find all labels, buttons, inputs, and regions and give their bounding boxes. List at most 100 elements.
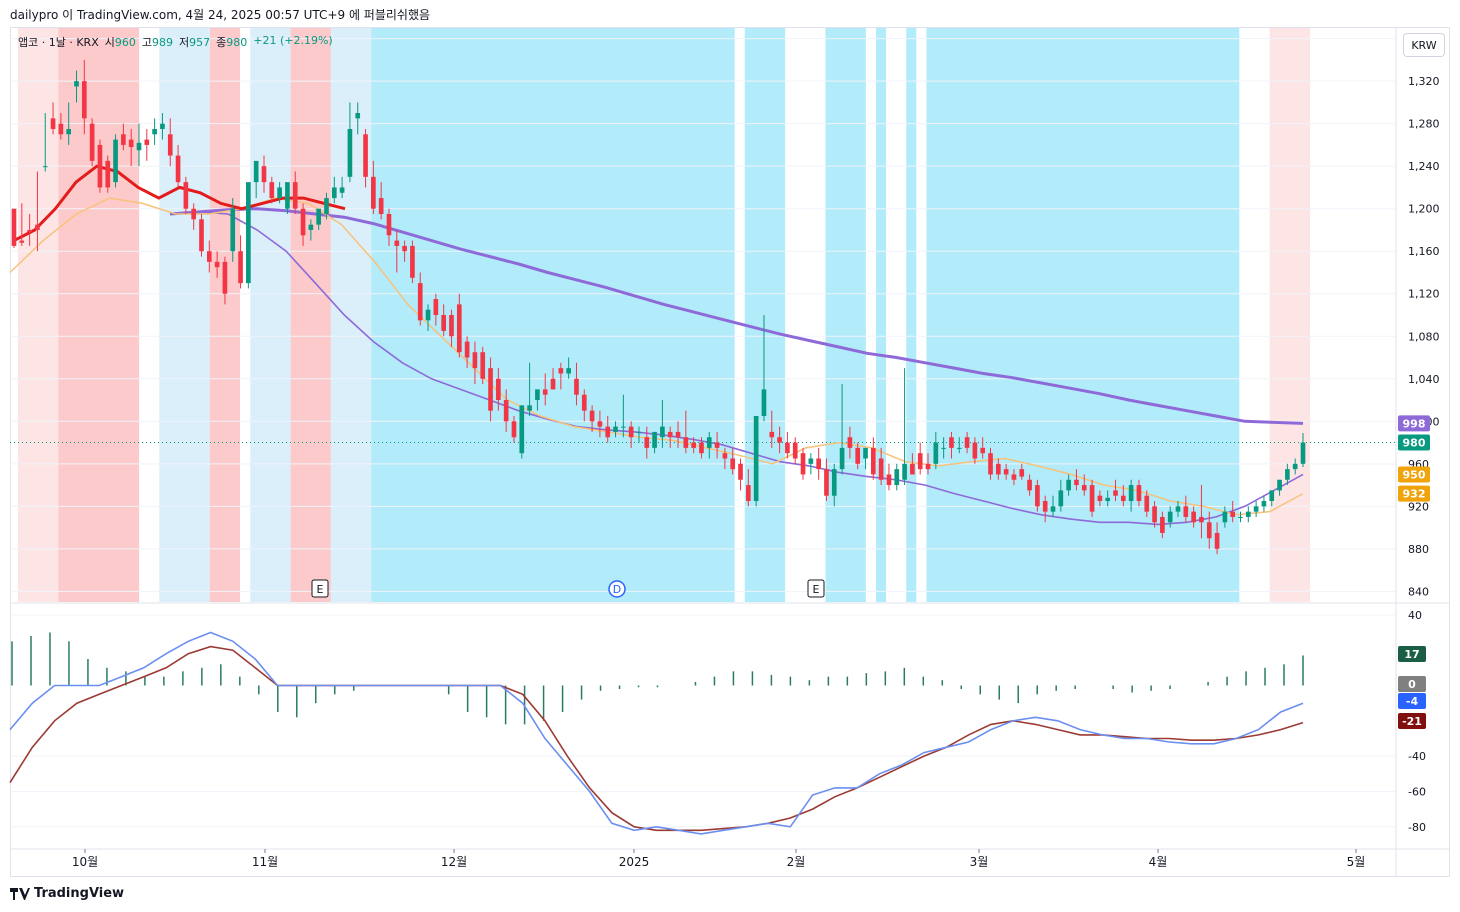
macd-tick-label: 40 xyxy=(1408,609,1422,622)
price-tick-label: 1,240 xyxy=(1408,160,1440,173)
candle-body xyxy=(246,182,251,284)
macd-axis-badge xyxy=(1398,713,1426,729)
low-label: 저 xyxy=(178,36,190,49)
candle-body xyxy=(1160,516,1165,533)
price-axis-badge xyxy=(1398,434,1430,451)
candle-body xyxy=(808,458,814,464)
candle-body xyxy=(769,431,775,438)
candle-body xyxy=(19,240,25,243)
candle-body xyxy=(183,182,189,209)
candle-body xyxy=(597,421,603,427)
candle-body xyxy=(894,469,900,486)
candle-body xyxy=(480,352,486,379)
price-axis-badge xyxy=(1398,466,1430,483)
candle-body xyxy=(847,437,853,448)
candle-body xyxy=(699,442,704,454)
high-value: 989 xyxy=(151,36,173,49)
candle-body xyxy=(761,389,767,416)
candle-body xyxy=(980,447,986,454)
symbol-name: 앱코 · 1날 · KRX xyxy=(18,36,99,49)
axes: 1,3601,3201,2801,2401,2001,1601,1201,080… xyxy=(72,33,1440,869)
candle-body xyxy=(902,463,907,480)
candle-body xyxy=(441,315,446,331)
candle-body xyxy=(410,245,415,278)
macd-axis-badge xyxy=(1398,646,1426,662)
open-value: 960 xyxy=(114,36,136,49)
candle-body xyxy=(621,426,626,428)
candle-body xyxy=(1136,485,1142,502)
candle-body xyxy=(652,431,657,448)
candle-body xyxy=(574,378,579,395)
candle-body xyxy=(74,81,79,87)
candle-body xyxy=(386,214,392,236)
candle-body xyxy=(1206,522,1212,539)
background-zone xyxy=(330,28,372,602)
candle-body xyxy=(1105,497,1111,502)
candle-body xyxy=(331,187,337,199)
candle-body xyxy=(35,224,40,230)
currency-button[interactable]: KRW xyxy=(1403,33,1445,57)
change-value: +21 (+2.19%) xyxy=(253,34,333,47)
candle-body xyxy=(1285,469,1290,480)
candle-body xyxy=(995,463,1001,475)
time-tick-label: 4월 xyxy=(1149,855,1168,869)
candle-body xyxy=(1230,511,1236,517)
macd-signal-line xyxy=(9,645,1304,832)
candle-body xyxy=(839,447,845,470)
candle-body xyxy=(105,160,111,188)
candle-body xyxy=(363,134,368,177)
candle-body xyxy=(128,139,134,148)
background-zone xyxy=(58,28,140,602)
price-axis-badge-label: 980 xyxy=(1403,437,1426,450)
price-tick-label: 1,280 xyxy=(1408,118,1440,131)
candle-body xyxy=(941,447,946,449)
candle-body xyxy=(300,208,306,236)
candle-body xyxy=(27,229,32,233)
earnings-marker xyxy=(311,579,329,598)
background-zone xyxy=(290,28,331,602)
earnings-marker-label: E xyxy=(317,583,324,596)
price-axis-badge xyxy=(1398,415,1430,432)
candle-body xyxy=(66,128,72,135)
macd-axis-badge xyxy=(1398,676,1426,692)
candle-body xyxy=(238,251,243,284)
candle-body xyxy=(1050,506,1056,512)
candle-body xyxy=(464,341,470,358)
background-zone xyxy=(159,28,210,602)
candle-body xyxy=(1019,469,1025,477)
candle-body xyxy=(1081,485,1087,491)
price-axis-badge-label: 950 xyxy=(1403,468,1426,481)
candle-body xyxy=(863,447,868,459)
candle-body xyxy=(542,389,548,395)
candle-body xyxy=(1042,501,1048,512)
candle-body xyxy=(949,437,954,448)
candle-body xyxy=(667,431,673,438)
candle-body xyxy=(730,458,736,470)
publish-header: dailypro 이 TradingView.com, 4월 24, 2025 … xyxy=(10,8,431,22)
candle-body xyxy=(253,160,259,183)
macd-tick-label: -60 xyxy=(1408,785,1426,798)
candle-body xyxy=(1066,479,1071,491)
candle-body xyxy=(503,400,509,422)
candle-body xyxy=(566,368,571,374)
candle-body xyxy=(824,469,829,496)
candle-body xyxy=(738,463,743,480)
candle-body xyxy=(167,134,173,156)
candle-body xyxy=(988,453,993,475)
candle-body xyxy=(777,437,782,443)
candle-body xyxy=(972,442,978,459)
candle-body xyxy=(753,415,759,502)
background-zone xyxy=(209,28,241,602)
price-tick-label: 920 xyxy=(1408,500,1429,513)
candle-body xyxy=(1191,511,1196,523)
candle-body xyxy=(1144,495,1150,512)
candle-body xyxy=(1074,479,1079,486)
candle-body xyxy=(191,208,197,220)
ma-slow-line xyxy=(169,207,1304,425)
candle-body xyxy=(50,118,56,129)
price-tick-label: 1,080 xyxy=(1408,330,1440,343)
candle-body xyxy=(316,208,322,225)
candle-body xyxy=(1261,501,1267,507)
candle-body xyxy=(58,123,64,135)
